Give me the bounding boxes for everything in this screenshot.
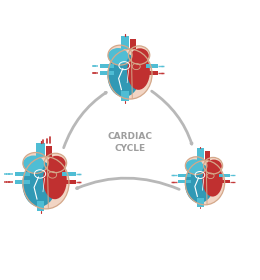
Ellipse shape bbox=[204, 157, 223, 174]
Bar bbox=[178, 180, 191, 183]
Bar bbox=[100, 64, 114, 68]
Ellipse shape bbox=[128, 46, 150, 64]
Bar bbox=[62, 180, 76, 184]
Bar bbox=[15, 172, 30, 176]
Ellipse shape bbox=[22, 161, 56, 207]
Bar bbox=[130, 39, 136, 50]
Ellipse shape bbox=[185, 160, 225, 205]
Ellipse shape bbox=[127, 53, 150, 90]
Bar bbox=[36, 143, 45, 157]
Ellipse shape bbox=[108, 49, 152, 99]
Text: CARDIAC
CYCLE: CARDIAC CYCLE bbox=[107, 132, 153, 153]
Bar bbox=[37, 201, 44, 211]
Ellipse shape bbox=[185, 164, 214, 203]
Ellipse shape bbox=[206, 160, 222, 173]
Bar bbox=[62, 172, 76, 176]
Bar bbox=[46, 146, 52, 157]
Ellipse shape bbox=[23, 155, 44, 173]
Ellipse shape bbox=[108, 48, 128, 64]
Bar bbox=[15, 180, 30, 184]
Ellipse shape bbox=[44, 153, 67, 172]
Bar bbox=[219, 180, 230, 183]
Bar bbox=[121, 91, 129, 101]
Bar bbox=[121, 36, 129, 50]
Bar bbox=[205, 151, 210, 161]
Ellipse shape bbox=[23, 157, 69, 209]
Ellipse shape bbox=[108, 45, 132, 65]
Bar bbox=[146, 71, 158, 75]
Bar bbox=[197, 198, 204, 207]
Ellipse shape bbox=[43, 160, 67, 199]
Bar bbox=[178, 174, 191, 177]
Ellipse shape bbox=[185, 159, 204, 174]
FancyArrowPatch shape bbox=[152, 91, 192, 144]
Ellipse shape bbox=[185, 157, 207, 174]
Ellipse shape bbox=[23, 153, 48, 173]
Bar bbox=[146, 64, 158, 68]
FancyArrowPatch shape bbox=[77, 178, 179, 189]
Bar bbox=[219, 174, 230, 177]
Ellipse shape bbox=[203, 164, 223, 197]
Bar bbox=[197, 148, 204, 161]
Ellipse shape bbox=[107, 53, 140, 97]
Bar bbox=[100, 71, 114, 75]
Ellipse shape bbox=[131, 48, 149, 63]
Ellipse shape bbox=[47, 156, 66, 171]
FancyArrowPatch shape bbox=[64, 92, 106, 148]
